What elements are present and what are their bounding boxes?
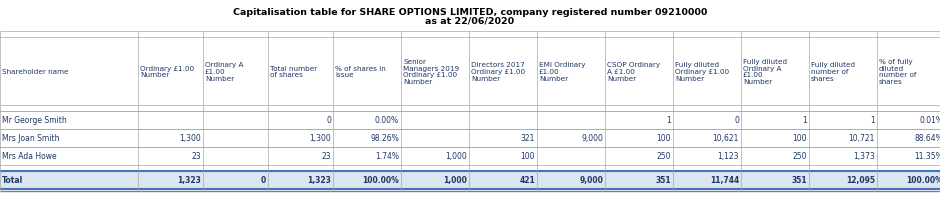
Text: 9,000: 9,000 xyxy=(579,176,603,185)
Text: 23: 23 xyxy=(192,152,201,161)
Text: 1,000: 1,000 xyxy=(446,152,467,161)
Text: 100: 100 xyxy=(521,152,535,161)
Text: 1: 1 xyxy=(870,116,875,125)
Text: 1,300: 1,300 xyxy=(309,134,331,143)
Text: CSOP Ordinary
A £1.00
Number: CSOP Ordinary A £1.00 Number xyxy=(607,62,660,81)
Text: 351: 351 xyxy=(791,176,807,185)
Text: 98.26%: 98.26% xyxy=(370,134,399,143)
Text: 321: 321 xyxy=(521,134,535,143)
Text: Total: Total xyxy=(2,176,24,185)
Text: Directors 2017
Ordinary £1.00
Number: Directors 2017 Ordinary £1.00 Number xyxy=(471,62,525,81)
Text: % of shares in
issue: % of shares in issue xyxy=(335,65,385,78)
Text: Mrs Joan Smith: Mrs Joan Smith xyxy=(2,134,59,143)
Text: Ordinary £1.00
Number: Ordinary £1.00 Number xyxy=(140,65,195,78)
Text: 100: 100 xyxy=(656,134,671,143)
Text: Senior
Managers 2019
Ordinary £1.00
Number: Senior Managers 2019 Ordinary £1.00 Numb… xyxy=(403,59,459,85)
Text: 12,095: 12,095 xyxy=(846,176,875,185)
Text: 1: 1 xyxy=(802,116,807,125)
Text: 1,323: 1,323 xyxy=(177,176,201,185)
Text: 351: 351 xyxy=(655,176,671,185)
Text: 1,123: 1,123 xyxy=(717,152,739,161)
Text: Mrs Ada Howe: Mrs Ada Howe xyxy=(2,152,56,161)
Text: Fully diluted
number of
shares: Fully diluted number of shares xyxy=(811,62,855,81)
Text: 0: 0 xyxy=(260,176,266,185)
Text: 11.35%: 11.35% xyxy=(915,152,940,161)
Text: 1.74%: 1.74% xyxy=(375,152,399,161)
Text: Capitalisation table for SHARE OPTIONS LIMITED, company registered number 092100: Capitalisation table for SHARE OPTIONS L… xyxy=(233,8,707,17)
Text: Fully diluted
Ordinary £1.00
Number: Fully diluted Ordinary £1.00 Number xyxy=(675,62,729,81)
Text: Shareholder name: Shareholder name xyxy=(2,69,69,75)
Text: 100: 100 xyxy=(792,134,807,143)
Text: 9,000: 9,000 xyxy=(581,134,603,143)
Text: 1,323: 1,323 xyxy=(307,176,331,185)
Text: EMI Ordinary
£1.00
Number: EMI Ordinary £1.00 Number xyxy=(539,62,586,81)
Text: 250: 250 xyxy=(792,152,807,161)
Text: Fully diluted
Ordinary A
£1.00
Number: Fully diluted Ordinary A £1.00 Number xyxy=(743,59,787,85)
Text: 421: 421 xyxy=(519,176,535,185)
Text: 10,721: 10,721 xyxy=(849,134,875,143)
Text: 250: 250 xyxy=(656,152,671,161)
Text: 11,744: 11,744 xyxy=(710,176,739,185)
Text: 0: 0 xyxy=(326,116,331,125)
Text: 0.00%: 0.00% xyxy=(375,116,399,125)
Text: 1: 1 xyxy=(666,116,671,125)
Text: 1,300: 1,300 xyxy=(180,134,201,143)
Text: % of fully
diluted
number of
shares: % of fully diluted number of shares xyxy=(879,59,916,85)
Bar xyxy=(0,171,940,189)
Text: as at 22/06/2020: as at 22/06/2020 xyxy=(426,17,514,26)
Text: 1,373: 1,373 xyxy=(854,152,875,161)
Text: 0.01%: 0.01% xyxy=(919,116,940,125)
Text: 100.00%: 100.00% xyxy=(906,176,940,185)
Text: 23: 23 xyxy=(321,152,331,161)
Text: Total number
of shares: Total number of shares xyxy=(270,65,318,78)
Text: 100.00%: 100.00% xyxy=(362,176,399,185)
Text: Ordinary A
£1.00
Number: Ordinary A £1.00 Number xyxy=(205,62,243,81)
Text: 10,621: 10,621 xyxy=(713,134,739,143)
Text: 1,000: 1,000 xyxy=(443,176,467,185)
Text: 0: 0 xyxy=(734,116,739,125)
Text: 88.64%: 88.64% xyxy=(915,134,940,143)
Text: Mr George Smith: Mr George Smith xyxy=(2,116,67,125)
